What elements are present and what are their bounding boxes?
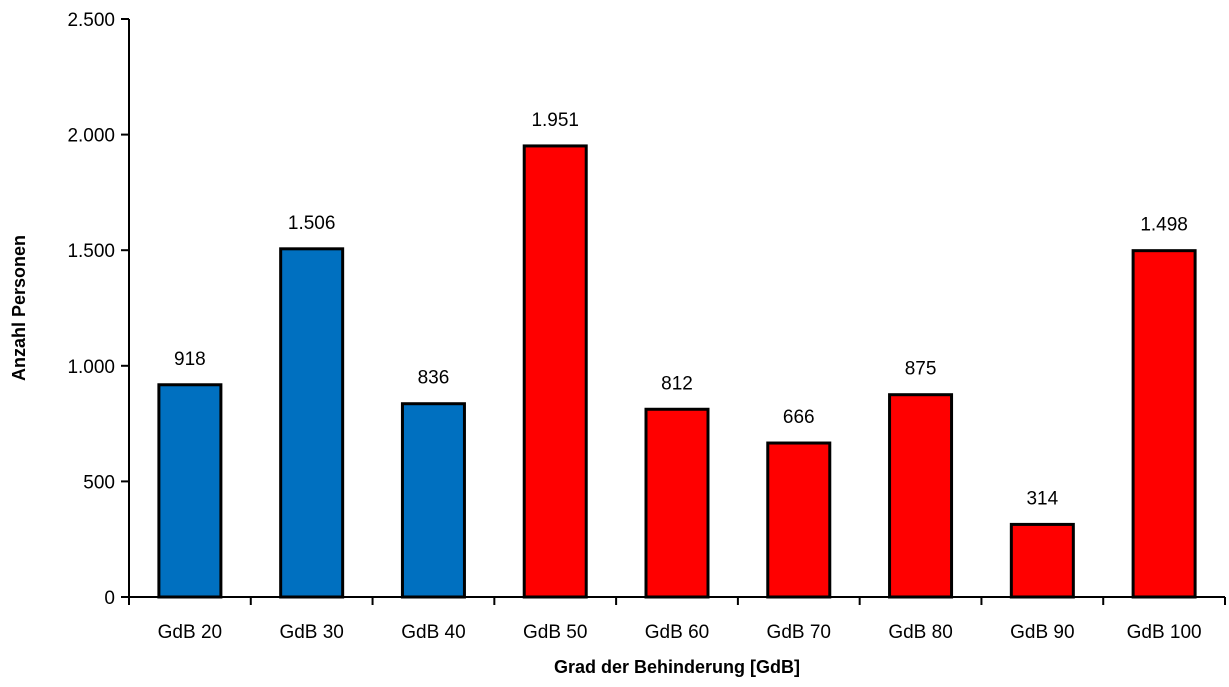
y-tick-label: 1.000 bbox=[67, 357, 115, 378]
bar-gdb-70 bbox=[766, 441, 832, 599]
data-label: 1.506 bbox=[288, 213, 336, 234]
bar-gdb-40 bbox=[400, 402, 466, 599]
bar-gdb-80 bbox=[888, 393, 954, 599]
x-tick-label: GdB 60 bbox=[645, 622, 709, 643]
y-axis-title: Anzahl Personen bbox=[9, 235, 29, 381]
x-tick-label: GdB 100 bbox=[1127, 622, 1202, 643]
bar-gdb-50 bbox=[522, 144, 588, 599]
data-label: 1.498 bbox=[1140, 215, 1188, 236]
x-tick-label: GdB 30 bbox=[279, 622, 343, 643]
y-tick-label: 1.500 bbox=[67, 241, 115, 262]
y-tick-label: 500 bbox=[83, 472, 115, 493]
bar-gdb-100 bbox=[1131, 249, 1197, 599]
data-label: 812 bbox=[661, 373, 693, 394]
data-labels: 918 1.506 836 1.951 812 666 875 314 1.498 bbox=[174, 110, 1188, 509]
y-tick-label: 2.000 bbox=[67, 126, 115, 147]
x-tick-label: GdB 90 bbox=[1010, 622, 1074, 643]
data-label: 314 bbox=[1026, 488, 1058, 509]
x-tick-label: GdB 70 bbox=[767, 622, 831, 643]
x-tick-label: GdB 50 bbox=[523, 622, 587, 643]
y-axis: 0 500 1.000 1.500 2.000 2.500 bbox=[67, 10, 130, 609]
bar-gdb-20 bbox=[157, 383, 223, 599]
x-tick-label: GdB 40 bbox=[401, 622, 465, 643]
y-tick-label: 2.500 bbox=[67, 10, 115, 31]
x-tick-label: GdB 20 bbox=[158, 622, 222, 643]
bar-gdb-90 bbox=[1009, 522, 1075, 599]
data-label: 666 bbox=[783, 407, 815, 428]
x-axis-title: Grad der Behinderung [GdB] bbox=[554, 657, 800, 677]
data-label: 918 bbox=[174, 349, 206, 370]
data-label: 875 bbox=[905, 359, 937, 380]
x-axis: GdB 20 GdB 30 GdB 40 GdB 50 GdB 60 GdB 70 GdB … bbox=[128, 596, 1226, 643]
bar-gdb-60 bbox=[644, 407, 710, 599]
bars bbox=[157, 144, 1197, 599]
data-label: 1.951 bbox=[531, 110, 579, 131]
data-label: 836 bbox=[418, 368, 450, 389]
bar-gdb-30 bbox=[279, 247, 345, 599]
y-tick-label: 0 bbox=[104, 588, 115, 609]
x-tick-label: GdB 80 bbox=[888, 622, 952, 643]
